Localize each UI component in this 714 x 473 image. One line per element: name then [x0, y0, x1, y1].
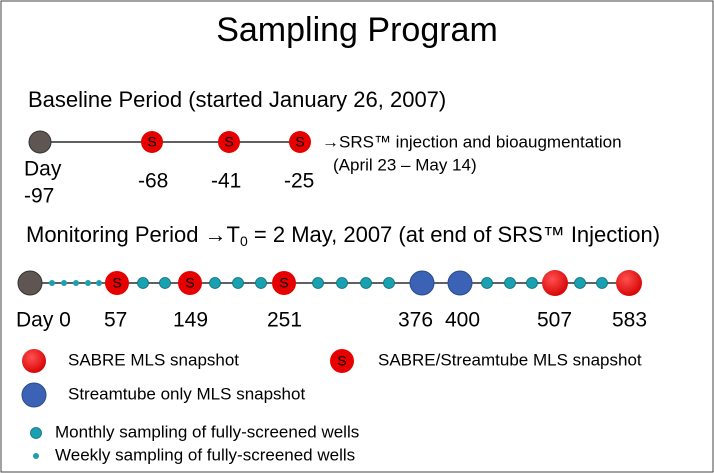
baseline-markers: S S S — [28, 130, 311, 154]
day-label: 149 — [173, 309, 208, 332]
legend-label: SABRE/Streamtube MLS snapshot — [378, 350, 642, 369]
monitoring-markers: S S S — [17, 270, 642, 296]
baseline-note: →SRS™ injection and bioaugmentation — [322, 132, 622, 151]
legend-label: Monthly sampling of fully-screened wells — [55, 422, 359, 441]
s-letter: S — [295, 134, 304, 150]
heading-text: Monitoring Period →T — [26, 222, 240, 247]
s-letter: S — [147, 134, 156, 150]
baseline-note: (April 23 – May 14) — [333, 155, 477, 174]
day-label: 57 — [104, 309, 127, 332]
heading-subscript: 0 — [240, 233, 248, 249]
day-label: 376 — [398, 309, 433, 332]
s-letter: S — [224, 134, 233, 150]
legend: SABRE MLS snapshot S SABRE/Streamtube ML… — [21, 349, 642, 464]
legend-label: Weekly sampling of fully-screened wells — [55, 445, 355, 464]
day-label: Day 0 — [16, 309, 71, 332]
day-label: -97 — [24, 185, 54, 208]
title: Sampling Program — [216, 11, 498, 49]
day-label: Day — [24, 158, 62, 181]
day-label: 507 — [537, 309, 572, 332]
baseline-heading: Baseline Period (started January 26, 200… — [28, 87, 446, 112]
legend-label: SABRE MLS snapshot — [68, 350, 239, 369]
day-label: -68 — [138, 170, 168, 193]
s-letter: S — [112, 275, 121, 291]
day-label: 583 — [612, 309, 647, 332]
day-label: -25 — [284, 170, 314, 193]
s-letter: S — [337, 353, 346, 369]
s-letter: S — [279, 275, 288, 291]
monitoring-heading: Monitoring Period →T0 = 2 May, 2007 (at … — [26, 222, 660, 249]
s-letter: S — [185, 275, 194, 291]
legend-label: Streamtube only MLS snapshot — [68, 384, 305, 403]
day-label: 400 — [445, 309, 480, 332]
day-label: 251 — [267, 309, 302, 332]
heading-text: = 2 May, 2007 (at end of SRS™ Injection) — [248, 222, 660, 247]
day-label: -41 — [211, 170, 241, 193]
